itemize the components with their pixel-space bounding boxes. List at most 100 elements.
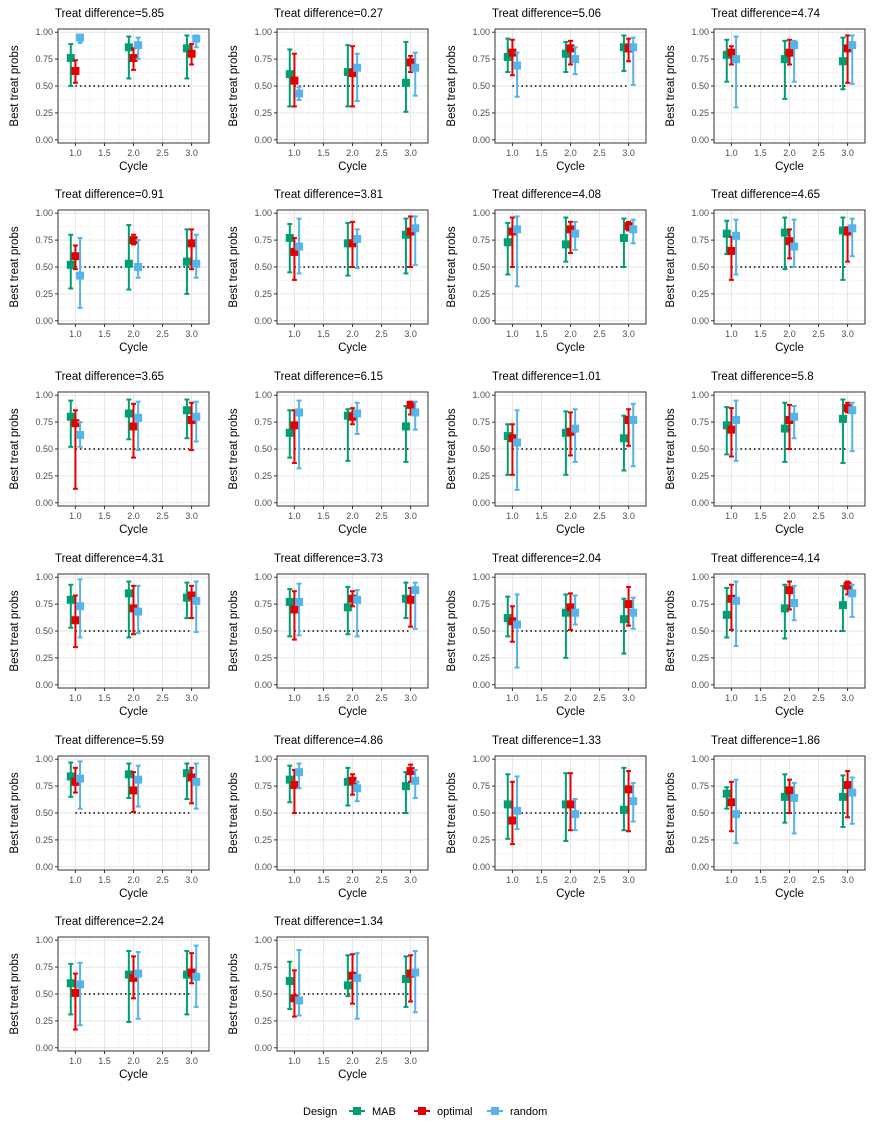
x-tick-label: 1.0: [506, 511, 519, 521]
point-optimal: [187, 591, 196, 600]
x-axis-label: Cycle: [556, 888, 585, 900]
x-tick-label: 3.0: [404, 148, 417, 158]
y-tick-label: 0.75: [35, 54, 53, 64]
y-tick-label: 0.25: [35, 1016, 53, 1026]
point-MAB: [401, 422, 410, 431]
y-axis-label: Best treat probs: [446, 45, 458, 126]
x-tick-label: 2.0: [346, 148, 359, 158]
point-random: [295, 408, 304, 417]
y-tick-label: 1.00: [35, 390, 53, 400]
point-random: [513, 620, 522, 629]
y-axis-label: Best treat probs: [665, 45, 677, 126]
point-optimal: [785, 586, 794, 595]
point-random: [411, 586, 420, 595]
x-tick-label: 1.0: [725, 511, 738, 521]
panel-19: Treat difference=1.33 0.00 0.25 0.50 0.75 1.0…: [446, 735, 647, 900]
y-axis-label: Best treat probs: [665, 226, 677, 307]
panel-11: Treat difference=1.01 0.00 0.25 0.50 0.75 1.0…: [446, 371, 647, 536]
x-tick-label: 1.5: [535, 693, 548, 703]
y-axis-label: Best treat probs: [446, 408, 458, 489]
panel-8: Treat difference=4.65 0.00 0.25 0.50 0.75 1.0…: [665, 189, 866, 354]
panel-title: Treat difference=5.8: [711, 371, 814, 383]
point-MAB: [285, 775, 294, 784]
point-optimal: [290, 781, 299, 790]
point-MAB: [561, 608, 570, 617]
point-optimal: [129, 973, 138, 982]
legend-item-random: random: [487, 1106, 547, 1118]
y-tick-label: 0.75: [691, 599, 709, 609]
point-MAB: [66, 412, 75, 421]
point-random: [571, 229, 580, 238]
x-tick-label: 1.0: [288, 1056, 301, 1066]
point-MAB: [343, 603, 352, 612]
point-random: [134, 41, 143, 50]
y-tick-label: 1.00: [35, 208, 53, 218]
y-tick-label: 0.50: [254, 262, 272, 272]
panel-title: Treat difference=0.27: [274, 8, 383, 20]
point-optimal: [290, 994, 299, 1003]
y-tick-label: 0.25: [35, 471, 53, 481]
point-random: [629, 415, 638, 424]
point-MAB: [343, 411, 352, 420]
point-optimal: [348, 69, 357, 78]
y-tick-label: 1.00: [35, 572, 53, 582]
point-MAB: [561, 428, 570, 437]
y-tick-label: 0.50: [35, 81, 53, 91]
y-tick-label: 0.00: [254, 680, 272, 690]
point-random: [353, 63, 362, 72]
point-MAB: [619, 615, 628, 624]
x-tick-label: 1.5: [317, 875, 330, 885]
y-tick-label: 0.00: [691, 135, 709, 145]
point-MAB: [780, 228, 789, 237]
x-tick-label: 2.5: [375, 1056, 388, 1066]
y-tick-label: 0.00: [691, 316, 709, 326]
point-MAB: [780, 55, 789, 64]
x-axis-label: Cycle: [338, 342, 367, 354]
x-tick-label: 1.0: [288, 329, 301, 339]
point-optimal: [187, 968, 196, 977]
x-tick-label: 3.0: [622, 511, 635, 521]
point-optimal: [785, 415, 794, 424]
point-random: [848, 406, 857, 415]
y-tick-label: 1.00: [472, 390, 490, 400]
point-MAB: [285, 977, 294, 986]
y-tick-label: 1.00: [691, 208, 709, 218]
x-tick-label: 3.0: [185, 1056, 198, 1066]
y-tick-label: 0.25: [472, 653, 490, 663]
x-tick-label: 2.0: [127, 693, 140, 703]
legend-key-point: [491, 1107, 499, 1115]
panel-6: Treat difference=3.81 0.00 0.25 0.50 0.75 1.0…: [228, 189, 429, 354]
y-tick-label: 1.00: [691, 572, 709, 582]
y-tick-label: 0.75: [254, 962, 272, 972]
y-tick-label: 0.25: [472, 289, 490, 299]
y-axis-label: Best treat probs: [446, 590, 458, 671]
panel-title: Treat difference=3.65: [55, 371, 164, 383]
point-optimal: [406, 767, 415, 776]
point-MAB: [780, 604, 789, 613]
point-random: [411, 776, 420, 785]
x-tick-label: 2.0: [127, 329, 140, 339]
x-tick-label: 3.0: [841, 693, 854, 703]
y-axis-label: Best treat probs: [665, 772, 677, 853]
y-tick-label: 0.00: [691, 680, 709, 690]
point-optimal: [129, 422, 138, 431]
point-random: [848, 589, 857, 598]
point-optimal: [843, 44, 852, 53]
y-tick-label: 0.25: [254, 289, 272, 299]
x-tick-label: 2.0: [783, 693, 796, 703]
point-optimal: [624, 44, 633, 53]
point-MAB: [780, 792, 789, 801]
x-tick-label: 1.0: [288, 875, 301, 885]
y-tick-label: 0.50: [472, 81, 490, 91]
y-tick-label: 0.75: [472, 417, 490, 427]
x-tick-label: 2.5: [156, 329, 169, 339]
point-optimal: [290, 605, 299, 614]
point-random: [848, 788, 857, 797]
point-optimal: [624, 222, 633, 231]
point-MAB: [838, 226, 847, 235]
y-tick-label: 0.75: [35, 599, 53, 609]
point-random: [295, 768, 304, 777]
x-tick-label: 1.0: [69, 1056, 82, 1066]
panel-title: Treat difference=1.34: [274, 916, 384, 928]
point-MAB: [838, 57, 847, 66]
